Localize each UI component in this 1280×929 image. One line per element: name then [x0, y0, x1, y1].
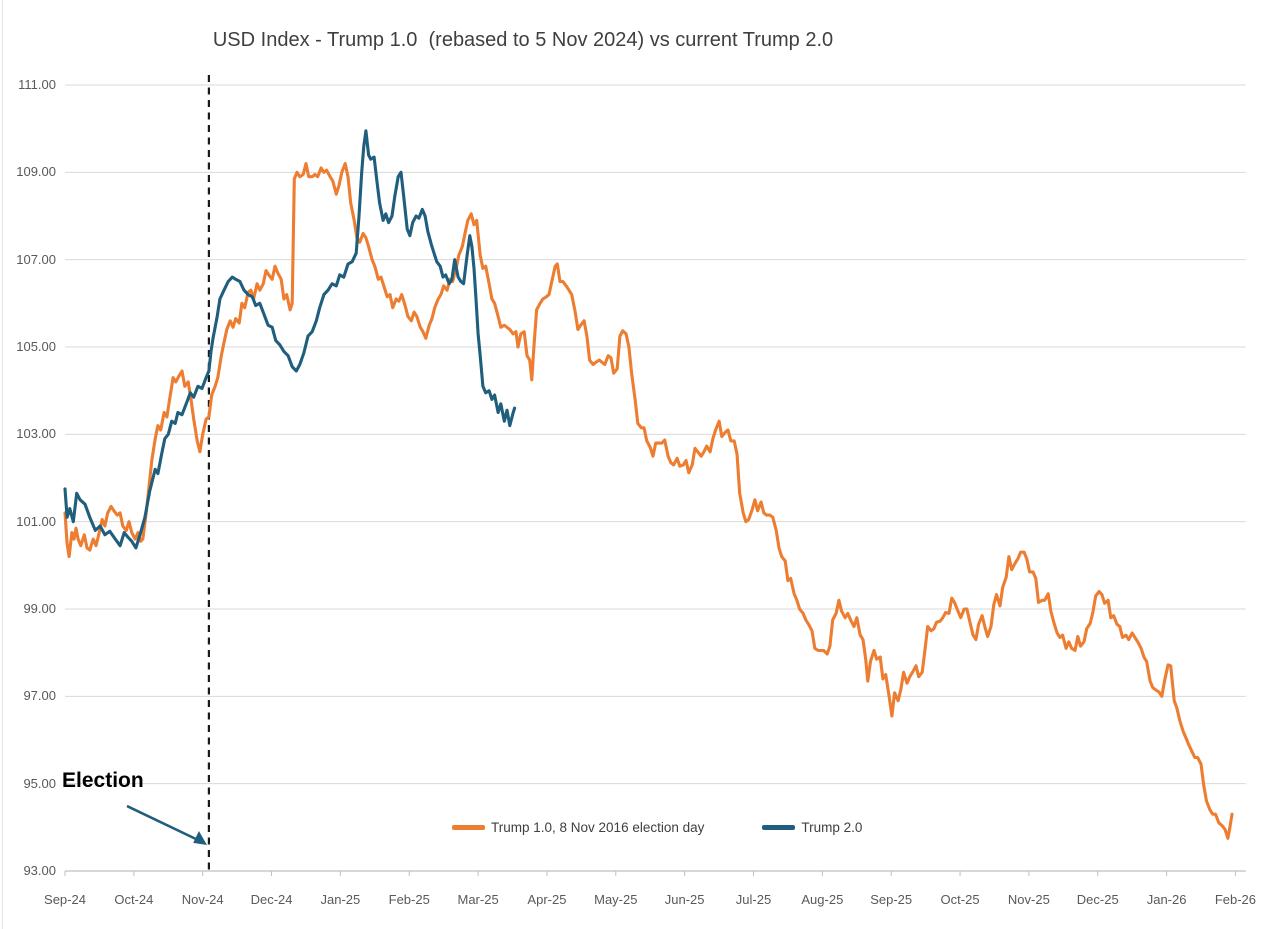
- x-tick-label: Sep-25: [870, 892, 913, 907]
- election-arrow-head-icon: [193, 831, 207, 845]
- y-tick-label: 99.00: [23, 601, 56, 616]
- election-arrow: [126, 804, 199, 842]
- x-tick-label: May-25: [594, 892, 638, 907]
- y-tick-label: 105.00: [16, 339, 56, 354]
- x-tick-label: Jan-26: [1146, 892, 1187, 907]
- trump2-line-swatch-icon: [762, 825, 796, 830]
- legend-item-trump1: Trump 1.0, 8 Nov 2016 election day: [452, 820, 704, 835]
- y-tick-label: 107.00: [16, 251, 56, 267]
- y-tick-label: 109.00: [16, 164, 56, 180]
- legend: Trump 1.0, 8 Nov 2016 election day Trump…: [452, 820, 862, 835]
- trump1-line-swatch-icon: [452, 825, 485, 830]
- y-tick-label: 93.00: [23, 863, 56, 878]
- y-tick-label: 111.00: [18, 77, 56, 92]
- x-tick-label: Oct-25: [940, 892, 980, 907]
- x-tick-label: Jan-25: [320, 892, 361, 907]
- x-tick-label: Jul-25: [735, 892, 772, 907]
- x-tick-label: Nov-25: [1007, 892, 1050, 907]
- x-tick-label: Aug-25: [801, 892, 844, 907]
- x-tick-label: Sep-24: [44, 892, 86, 907]
- trump2-series-line: [63, 129, 517, 550]
- election-annotation-label: Election: [62, 769, 144, 792]
- x-tick-label: Jun-25: [664, 892, 705, 907]
- y-tick-label: 103.00: [16, 426, 56, 442]
- x-tick-label: Feb-25: [388, 892, 430, 907]
- legend-item-trump2: Trump 2.0: [762, 820, 862, 835]
- x-tick-label: Dec-25: [1076, 892, 1119, 907]
- x-tick-label: Dec-24: [250, 892, 293, 907]
- x-tick-label: Oct-24: [114, 892, 154, 907]
- x-tick-label: Nov-24: [181, 892, 224, 907]
- y-tick-label: 95.00: [23, 775, 56, 791]
- trump1-series-line: [63, 162, 1234, 840]
- x-tick-label: Mar-25: [457, 892, 499, 907]
- x-tick-label: Feb-26: [1214, 892, 1257, 907]
- y-tick-label: 101.00: [16, 513, 56, 529]
- legend-label-trump2: Trump 2.0: [801, 820, 863, 835]
- chart-title: USD Index - Trump 1.0 (rebased to 5 Nov …: [212, 29, 834, 51]
- y-tick-label: 97.00: [23, 688, 56, 704]
- legend-label-trump1: Trump 1.0, 8 Nov 2016 election day: [491, 820, 705, 835]
- x-tick-label: Apr-25: [527, 892, 567, 907]
